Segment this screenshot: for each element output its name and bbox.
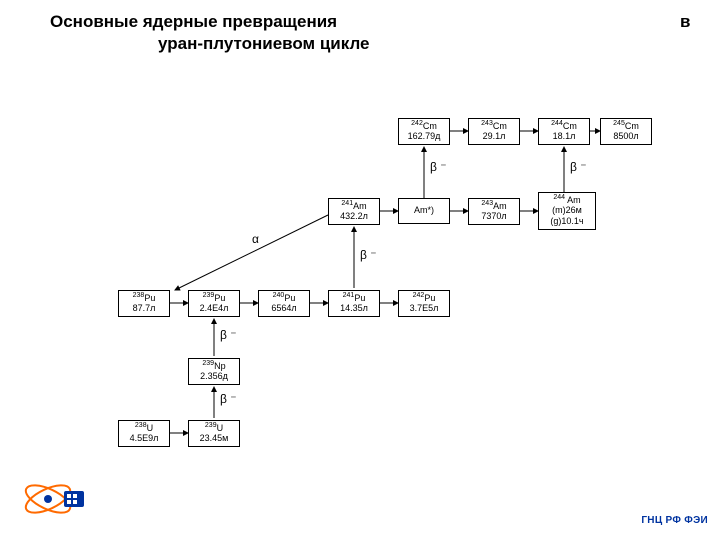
beta-label-3: β ⁻ <box>360 248 377 262</box>
node-pu238: 238Pu87.7л <box>118 290 170 317</box>
title-right: в <box>680 12 690 32</box>
beta-label-5: β ⁻ <box>220 392 237 406</box>
beta-label-1: β ⁻ <box>430 160 447 174</box>
node-cm244: 244Cm18.1л <box>538 118 590 145</box>
logo-left <box>20 473 90 530</box>
node-pu242: 242Pu3.7E5л <box>398 290 450 317</box>
node-am241: 241Am432.2л <box>328 198 380 225</box>
beta-label-2: β ⁻ <box>570 160 587 174</box>
node-cm245: 245Cm8500л <box>600 118 652 145</box>
node-cm243: 243Cm29.1л <box>468 118 520 145</box>
node-am242: Am*) <box>398 198 450 224</box>
node-pu241: 241Pu14.35л <box>328 290 380 317</box>
node-u238: 238U4.5E9л <box>118 420 170 447</box>
node-np239: 239Np2.356д <box>188 358 240 385</box>
beta-label-4: β ⁻ <box>220 328 237 342</box>
node-am243: 243Am7370л <box>468 198 520 225</box>
node-am244: 244 Am(m)26м(g)10.1ч <box>538 192 596 230</box>
title-line2: уран-плутониевом цикле <box>158 34 370 54</box>
title-line1: Основные ядерные превращения <box>50 12 337 32</box>
node-u239: 239U23.45м <box>188 420 240 447</box>
node-cm242: 242Cm162.79д <box>398 118 450 145</box>
node-pu239: 239Pu2.4E4л <box>188 290 240 317</box>
alpha-label: α <box>252 232 259 246</box>
node-pu240: 240Pu6564л <box>258 290 310 317</box>
decay-arrows <box>0 0 720 540</box>
logo-right-text: ГНЦ РФ ФЭИ <box>641 515 708 526</box>
